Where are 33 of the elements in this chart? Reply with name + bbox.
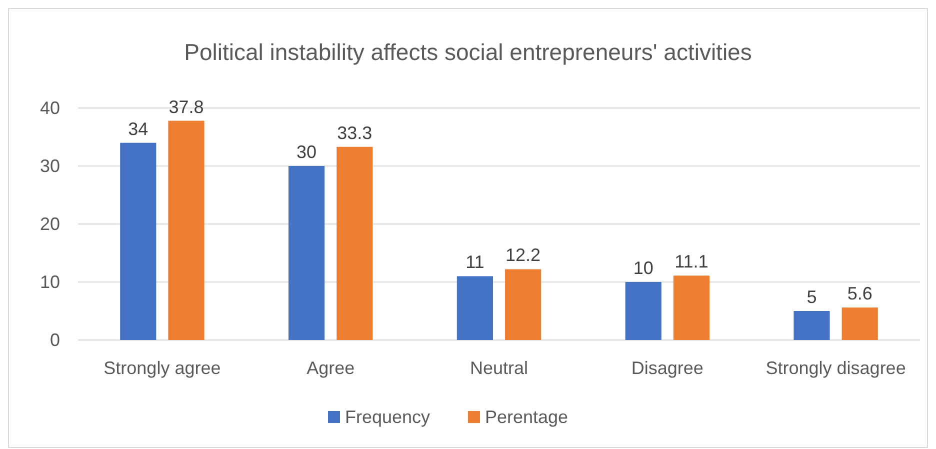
bar xyxy=(625,282,662,340)
legend-label: Perentage xyxy=(485,407,568,427)
data-label: 37.8 xyxy=(168,96,204,117)
x-tick-label: Agree xyxy=(306,358,355,378)
bar xyxy=(288,166,325,340)
bar xyxy=(673,276,710,340)
data-label: 5.6 xyxy=(847,284,872,304)
data-label: 12.2 xyxy=(506,245,541,266)
y-tick-label: 30 xyxy=(40,156,60,176)
data-label: 30 xyxy=(296,142,317,162)
data-label: 11 xyxy=(466,252,484,272)
data-label: 33.3 xyxy=(337,122,372,143)
bar xyxy=(505,269,542,340)
data-label: 11.1 xyxy=(674,252,708,272)
bar xyxy=(794,311,830,340)
x-tick-label: Disagree xyxy=(631,358,704,378)
y-tick-label: 10 xyxy=(40,272,60,292)
bar xyxy=(336,146,373,340)
x-tick-label: Strongly disagree xyxy=(766,358,906,378)
data-label: 5 xyxy=(806,287,817,307)
data-label: 34 xyxy=(128,118,148,139)
bar xyxy=(842,308,878,340)
bar xyxy=(456,276,493,340)
data-label: 10 xyxy=(633,258,654,278)
y-tick-label: 20 xyxy=(40,214,60,234)
bar xyxy=(168,120,204,340)
y-tick-label: 40 xyxy=(40,98,60,118)
x-tick-label: Strongly agree xyxy=(104,358,221,378)
chart-title: Political instability affects social entrepreneurs' activities xyxy=(184,39,752,65)
x-tick-label: Neutral xyxy=(470,358,528,378)
y-tick-label: 0 xyxy=(50,330,60,350)
bar xyxy=(120,142,156,340)
legend-label: Frequency xyxy=(345,407,430,427)
